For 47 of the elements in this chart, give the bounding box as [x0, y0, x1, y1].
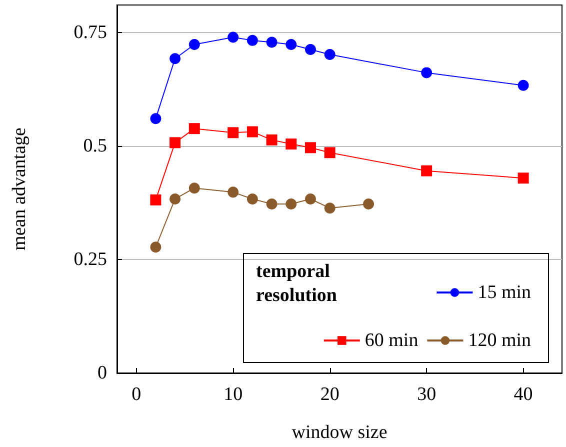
point — [324, 202, 336, 214]
x-axis-title: window size — [292, 422, 388, 443]
point — [150, 194, 162, 206]
y-tick-label: 0 — [98, 362, 107, 384]
point — [266, 198, 278, 210]
point — [266, 134, 278, 146]
point — [228, 32, 239, 43]
point — [188, 39, 200, 50]
point — [304, 142, 316, 154]
point — [246, 194, 258, 204]
x-tick-label: 30 — [417, 384, 436, 405]
point — [228, 186, 239, 198]
point — [228, 127, 239, 138]
point — [170, 194, 181, 204]
legend-label: 120 min — [468, 330, 532, 351]
point — [286, 39, 297, 50]
x-tick-label: 0 — [132, 384, 142, 405]
point — [246, 34, 258, 46]
point — [363, 198, 374, 210]
point — [188, 182, 200, 194]
point — [518, 80, 529, 91]
point — [324, 147, 336, 158]
legend-title: temporal resolution — [256, 260, 338, 308]
point — [304, 194, 316, 204]
point — [421, 165, 432, 176]
x-tick-label: 10 — [224, 384, 243, 405]
x-tick-label: 20 — [320, 384, 340, 405]
point — [150, 113, 162, 124]
point — [170, 137, 181, 148]
legend-label: 60 min — [364, 330, 419, 351]
point — [188, 123, 200, 134]
point — [266, 36, 278, 48]
legend-label: 15 min — [478, 282, 532, 303]
y-tick-label: 0.25 — [74, 248, 107, 270]
point — [518, 172, 529, 184]
point — [421, 67, 432, 78]
point — [150, 242, 162, 253]
point — [286, 198, 297, 210]
x-tick-label: 40 — [514, 384, 533, 405]
y-tick-label: 0.5 — [83, 135, 107, 156]
point — [304, 44, 316, 56]
point — [170, 53, 181, 64]
point — [246, 126, 258, 138]
y-tick-label: 0.75 — [74, 22, 107, 43]
y-axis-title: mean advantage — [9, 128, 30, 250]
point — [324, 49, 336, 60]
point — [286, 138, 297, 150]
